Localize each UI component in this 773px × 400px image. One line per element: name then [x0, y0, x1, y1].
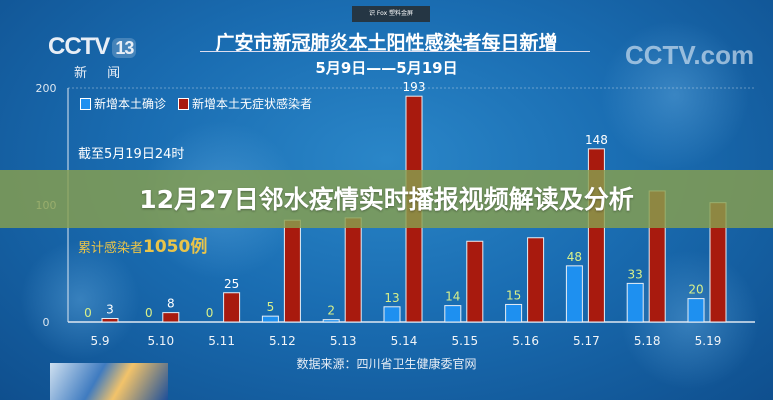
bar-asymptomatic: [283, 219, 301, 323]
x-tick-label: 5.17: [573, 334, 600, 348]
x-tick-label: 5.19: [695, 334, 722, 348]
chart-subtitle: 5月9日——5月19日: [315, 59, 458, 77]
bar-asymptomatic: [527, 237, 545, 323]
x-tick-label: 5.14: [391, 334, 418, 348]
bar-confirmed: [565, 265, 583, 323]
bar-asymptomatic: [344, 217, 362, 323]
data-label: 13: [384, 291, 399, 305]
headline-banner: [0, 170, 773, 228]
cctv-watermark: CCTV.com: [625, 40, 755, 70]
title-underline: [200, 51, 590, 52]
virus-decoration: [20, 240, 140, 360]
data-label: 148: [585, 133, 608, 147]
bar-confirmed: [383, 306, 401, 323]
headline: 12月27日邻水疫情实时播报视频解读及分析: [139, 185, 634, 214]
data-label: 3: [106, 302, 114, 316]
data-label: 0: [84, 306, 92, 320]
legend-item-confirmed: 新增本土确诊: [80, 95, 166, 112]
chart-title: 广安市新冠肺炎本土阳性感染者每日新增: [215, 32, 558, 54]
data-label: 193: [403, 80, 426, 94]
legend: 新增本土确诊 新增本土无症状感染者: [80, 95, 312, 112]
cumulative-note: 累计感染者1050例: [78, 237, 208, 257]
x-tick-label: 5.9: [90, 334, 109, 348]
data-label: 33: [628, 267, 643, 281]
x-tick-label: 5.13: [330, 334, 357, 348]
bar-confirmed: [626, 282, 644, 323]
x-tick-label: 5.16: [512, 334, 539, 348]
legend-swatch: [178, 98, 190, 110]
x-tick-label: 5.12: [269, 334, 296, 348]
data-label: 0: [145, 306, 153, 320]
x-tick-label: 5.11: [208, 334, 235, 348]
data-label: 2: [327, 304, 335, 318]
data-label: 20: [688, 283, 703, 297]
data-label: 48: [567, 250, 582, 264]
bar-confirmed: [687, 298, 705, 323]
data-label: 25: [224, 277, 239, 291]
badge: 识 Fox 塑料金屏: [352, 6, 430, 22]
news-thumbnail: [50, 363, 168, 400]
legend-item-asymptomatic: 新增本土无症状感染者: [178, 95, 312, 112]
bar-asymptomatic: [466, 240, 484, 323]
data-label: 14: [445, 290, 460, 304]
y-tick-label: 200: [36, 82, 57, 95]
data-label: 0: [206, 306, 214, 320]
bar-asymptomatic: [162, 312, 180, 323]
data-label: 15: [506, 288, 521, 302]
channel-sub: 新 闻: [74, 66, 129, 81]
legend-swatch: [80, 98, 91, 110]
x-tick-label: 5.10: [147, 334, 174, 348]
bar-confirmed: [322, 319, 340, 323]
bar-asymptomatic: [101, 317, 119, 323]
cctv13-logo: CCTV 13: [48, 33, 137, 61]
bar-confirmed: [444, 305, 462, 323]
data-label: 5: [267, 300, 275, 314]
bar-asymptomatic: [223, 292, 241, 323]
data-source: 数据来源：四川省卫生健康委官网: [296, 357, 477, 371]
bar-confirmed: [261, 315, 279, 323]
as-of-note: 截至5月19日24时: [78, 147, 185, 162]
data-label: 8: [167, 297, 175, 311]
y-tick-label: 0: [43, 316, 50, 329]
x-tick-label: 5.18: [634, 334, 661, 348]
x-tick-label: 5.15: [451, 334, 478, 348]
bar-confirmed: [505, 303, 523, 323]
virus-decoration: [600, 20, 750, 170]
